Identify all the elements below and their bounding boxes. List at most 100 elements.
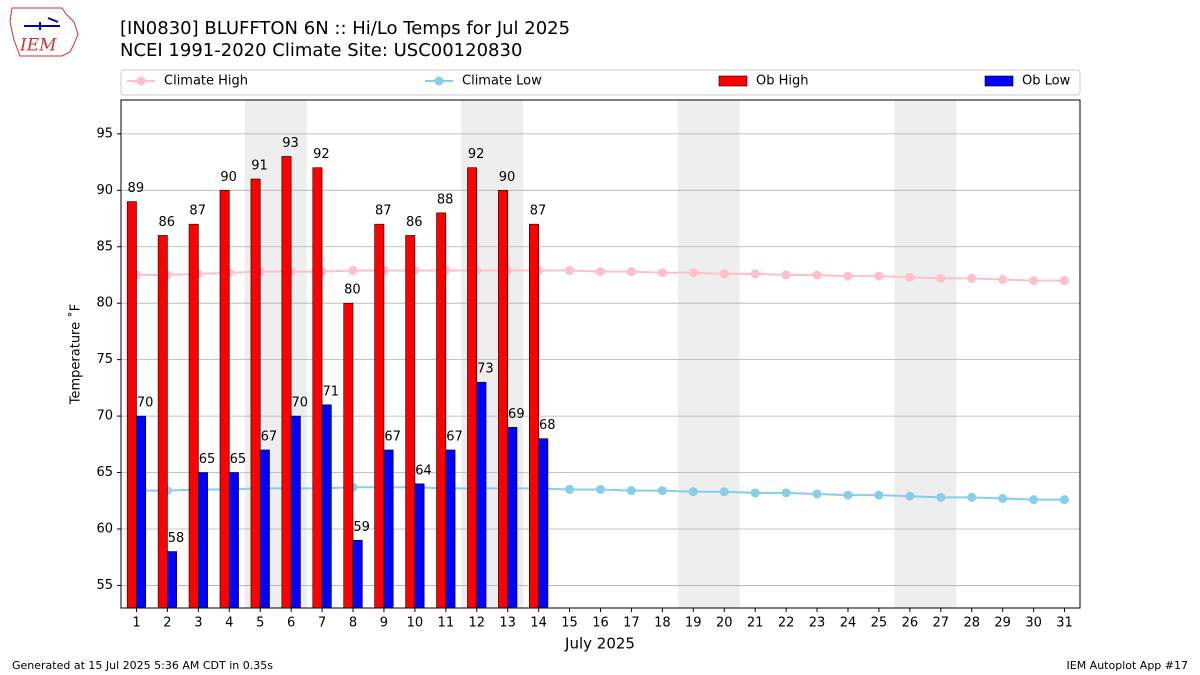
bar	[259, 449, 270, 609]
x-tick-label: 30	[1025, 616, 1042, 631]
bar-value-label: 86	[406, 215, 423, 230]
y-tick-label: 65	[96, 465, 113, 480]
bar-value-label: 67	[446, 429, 463, 444]
bar-value-label: 91	[251, 159, 268, 174]
legend-swatch	[984, 75, 1014, 87]
line-marker	[905, 272, 915, 282]
shaded-span	[677, 100, 740, 608]
line-marker	[874, 271, 884, 281]
bar	[436, 212, 447, 609]
x-tick-label: 17	[623, 616, 640, 631]
x-tick-label: 8	[349, 616, 357, 631]
legend-marker	[136, 76, 146, 86]
line-marker	[688, 487, 698, 497]
bar	[136, 415, 147, 609]
chart-title: [IN0830] BLUFFTON 6N :: Hi/Lo Temps for …	[120, 18, 570, 39]
line-marker	[626, 267, 636, 277]
x-tick-label: 27	[933, 616, 950, 631]
y-tick-label: 80	[96, 296, 113, 311]
x-tick-label: 14	[530, 616, 547, 631]
bar	[188, 223, 199, 609]
legend-marker	[434, 76, 444, 86]
x-tick-label: 26	[902, 616, 919, 631]
bar	[167, 551, 177, 609]
bar	[321, 404, 332, 609]
x-tick-label: 21	[747, 616, 764, 631]
line-marker	[719, 269, 729, 279]
bar-value-label: 89	[128, 181, 145, 196]
bar-value-label: 65	[199, 452, 216, 467]
line-marker	[688, 268, 698, 278]
bar	[374, 223, 385, 609]
x-tick-label: 13	[499, 616, 516, 631]
bar	[198, 472, 208, 609]
bar	[476, 381, 487, 609]
bar	[529, 223, 539, 609]
bar-value-label: 93	[282, 136, 299, 151]
bar-value-label: 87	[530, 204, 547, 219]
bar-value-label: 92	[313, 147, 330, 162]
bar	[538, 438, 549, 609]
legend-label: Ob Low	[1022, 74, 1071, 89]
line-marker	[812, 270, 822, 280]
line-marker	[750, 488, 760, 498]
footer-right: IEM Autoplot App #17	[1067, 659, 1189, 672]
bar	[383, 449, 394, 609]
bar-value-label: 68	[539, 418, 556, 433]
y-tick-label: 95	[96, 126, 113, 141]
line-marker	[967, 273, 977, 283]
x-tick-label: 29	[994, 616, 1011, 631]
y-axis-label: Temperature ˚F	[68, 304, 84, 405]
line-marker	[1029, 495, 1039, 505]
x-tick-label: 22	[778, 616, 795, 631]
bar-value-label: 87	[375, 204, 392, 219]
x-tick-label: 10	[407, 616, 424, 631]
line-marker	[936, 273, 946, 283]
x-tick-label: 6	[287, 616, 295, 631]
footer-left: Generated at 15 Jul 2025 5:36 AM CDT in …	[12, 659, 273, 672]
bar-value-label: 88	[437, 192, 454, 207]
line-marker	[905, 491, 915, 501]
line-marker	[657, 268, 667, 278]
bar-value-label: 87	[189, 204, 206, 219]
bar	[445, 449, 456, 609]
x-tick-label: 5	[256, 616, 264, 631]
bar	[467, 167, 478, 609]
line-marker	[626, 486, 636, 496]
x-tick-label: 31	[1056, 616, 1073, 631]
x-tick-label: 24	[840, 616, 857, 631]
x-tick-label: 23	[809, 616, 826, 631]
bar-value-label: 59	[353, 520, 370, 535]
line-marker	[781, 270, 791, 280]
legend-box	[120, 69, 1081, 96]
shaded-span	[894, 100, 957, 608]
bar	[507, 427, 518, 609]
line-marker	[596, 267, 605, 277]
chart-subtitle: NCEI 1991-2020 Climate Site: USC00120830	[120, 40, 522, 61]
y-tick-label: 75	[96, 352, 113, 367]
bar-value-label: 65	[230, 452, 247, 467]
legend-label: Climate Low	[462, 74, 542, 89]
logo-text: IEM	[19, 36, 57, 56]
line-marker	[750, 269, 760, 279]
line-marker	[719, 487, 729, 497]
line-marker	[936, 492, 946, 502]
bar	[498, 190, 508, 609]
x-tick-label: 20	[716, 616, 733, 631]
x-tick-label: 15	[561, 616, 578, 631]
x-tick-label: 18	[654, 616, 671, 631]
line-marker	[348, 265, 358, 275]
bar	[126, 201, 137, 609]
x-tick-label: 25	[871, 616, 888, 631]
bar-value-label: 67	[261, 429, 278, 444]
bar	[157, 235, 168, 609]
bar-value-label: 64	[415, 463, 432, 478]
bar	[250, 178, 261, 609]
bar	[405, 235, 416, 609]
y-tick-label: 60	[96, 521, 113, 536]
x-tick-label: 2	[163, 616, 171, 631]
line-marker	[1029, 276, 1039, 286]
line-marker	[998, 274, 1008, 284]
x-tick-label: 11	[438, 616, 455, 631]
